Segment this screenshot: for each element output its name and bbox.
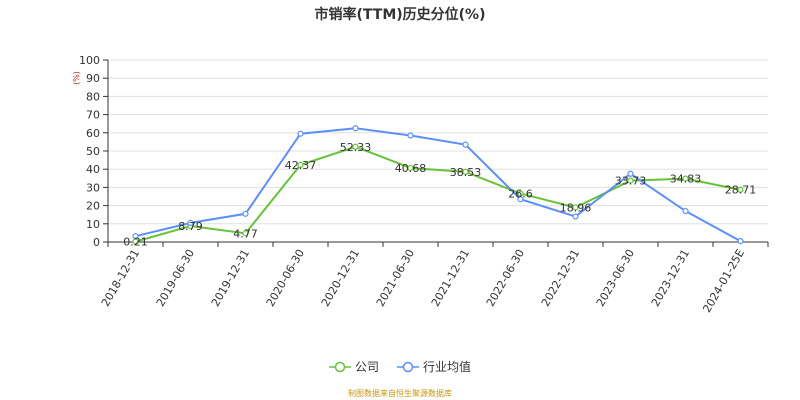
legend-item-company[interactable]: 公司: [328, 358, 379, 375]
data-point-1: [627, 170, 634, 177]
x-tick-label: 2019-12-31: [209, 247, 252, 309]
y-tick-label: 60: [86, 127, 100, 140]
chart-title: 市销率(TTM)历史分位(%): [314, 7, 486, 23]
data-point-0: [352, 143, 359, 150]
data-point-1: [572, 213, 579, 220]
legend-marker-company: [328, 361, 351, 372]
data-point-0: [737, 186, 744, 193]
data-point-1: [737, 237, 744, 245]
legend-label-industry: 行业均值: [423, 360, 472, 374]
series-line-0: [135, 145, 741, 243]
source-note: 制图数据来自恒生聚源数据库: [348, 389, 452, 398]
y-tick-label: 90: [86, 72, 100, 85]
data-point-0: [627, 177, 634, 184]
y-tick-label: 0: [93, 236, 100, 249]
data-point-1: [242, 210, 249, 217]
data-point-0: [242, 230, 249, 237]
x-tick-label: 2020-06-30: [264, 247, 307, 309]
legend: 公司 行业均值: [0, 358, 800, 375]
data-label: 38.53: [450, 166, 482, 179]
y-tick-label: 80: [86, 90, 100, 103]
data-label: 18.96: [560, 201, 592, 214]
y-tick-label: 20: [86, 200, 100, 213]
x-tick-label: 2020-12-31: [319, 247, 362, 309]
data-label: 4.77: [233, 227, 258, 240]
y-tick-label: 100: [79, 54, 100, 67]
x-tick-label: 2018-12-31: [99, 247, 142, 309]
data-point-0: [297, 161, 304, 168]
x-tick-label: 2021-12-31: [429, 247, 472, 309]
data-label: 26.6: [508, 188, 533, 201]
x-tick-label: 2019-06-30: [154, 247, 197, 309]
data-point-1: [462, 141, 469, 148]
x-tick-label: 2023-06-30: [594, 247, 637, 309]
data-point-1: [297, 130, 304, 137]
x-tick-label: 2023-12-31: [649, 247, 692, 309]
x-tick-label: 2022-12-31: [539, 247, 582, 309]
data-point-0: [572, 204, 579, 211]
data-point-1: [407, 132, 414, 139]
data-point-1: [517, 196, 524, 203]
data-point-1: [132, 233, 139, 240]
y-unit-label: (%): [72, 71, 81, 85]
data-label: 28.71: [725, 184, 757, 197]
y-tick-label: 70: [86, 109, 100, 122]
data-point-1: [682, 207, 689, 215]
y-tick-label: 10: [86, 218, 100, 231]
data-point-0: [682, 175, 689, 182]
y-tick-label: 30: [86, 181, 100, 194]
data-label: 42.37: [285, 159, 317, 172]
data-point-0: [517, 190, 524, 197]
data-label: 40.68: [395, 162, 427, 175]
y-tick-label: 40: [86, 163, 100, 176]
x-tick-label: 2021-06-30: [374, 247, 417, 309]
legend-label-company: 公司: [354, 360, 379, 374]
y-tick-label: 50: [86, 145, 100, 158]
legend-marker-industry: [397, 361, 419, 372]
data-point-0: [407, 164, 414, 172]
data-label: 34.83: [670, 173, 702, 186]
legend-item-industry[interactable]: 行业均值: [397, 358, 471, 375]
data-label: 8.79: [178, 220, 203, 233]
x-tick-label: 2024-01-25E: [700, 247, 747, 315]
data-label: 52.33: [340, 141, 372, 154]
data-label: 33.73: [615, 175, 647, 188]
data-point-1: [187, 219, 194, 226]
data-point-0: [462, 168, 469, 175]
data-point-1: [352, 125, 359, 132]
data-label: 0.21: [123, 236, 148, 249]
x-tick-label: 2022-06-30: [484, 247, 527, 309]
series-line-1: [135, 127, 741, 242]
